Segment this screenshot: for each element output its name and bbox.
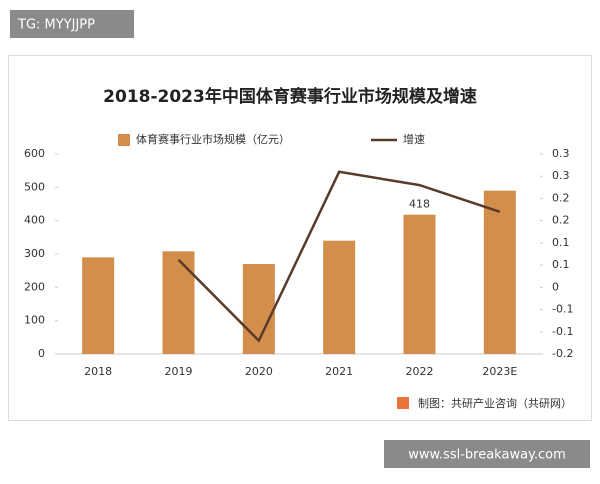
watermark-box: [384, 440, 590, 468]
y2-tick-label: 0: [552, 280, 559, 293]
y-tick-label: 200: [24, 280, 45, 293]
bar: [323, 240, 356, 354]
x-tick-label: 2019: [165, 365, 193, 378]
y-tick-label: 500: [24, 180, 45, 193]
watermark: www.ssl-breakaway.com: [408, 448, 566, 463]
y2-tick-label: -0.1: [552, 325, 573, 338]
line: [177, 170, 501, 343]
x-tick-label: 2020: [245, 365, 273, 378]
y2-tick-label: 0.1: [552, 258, 570, 271]
x-tick-label: 2018: [84, 365, 112, 378]
chart-title: 2018-2023年中国体育赛事行业市场规模及增速: [103, 86, 477, 107]
x-tick-label: 2023E: [482, 365, 517, 378]
y2-tick-label: 0.2: [552, 191, 570, 204]
tag-box: [10, 10, 134, 38]
y2-tick-label: 0.3: [552, 169, 570, 182]
bar: [162, 251, 195, 354]
y2-tick-label: 0.2: [552, 214, 570, 227]
bar: [483, 190, 516, 354]
bar: [82, 257, 115, 354]
bar: [403, 214, 436, 354]
y2-tick-label: 0.3: [552, 147, 570, 160]
data-label: 418: [409, 198, 430, 211]
tag: TG: MYYJJPP: [17, 18, 95, 33]
legend-swatch: [118, 134, 130, 146]
y-tick-label: 0: [38, 347, 45, 360]
y2-tick-label: -0.2: [552, 347, 573, 360]
y-tick-label: 300: [24, 247, 45, 260]
source-logo: [397, 397, 409, 409]
legend-label: 增速: [403, 132, 425, 146]
source: 制图：共研产业咨询（共研网）: [418, 396, 572, 410]
y2-tick-label: -0.1: [552, 303, 573, 316]
y-tick-label: 600: [24, 147, 45, 160]
x-tick-label: 2021: [325, 365, 353, 378]
legend-label: 体育赛事行业市场规模（亿元）: [136, 132, 290, 146]
y-tick-label: 400: [24, 214, 45, 227]
x-tick-label: 2022: [406, 365, 434, 378]
y2-tick-label: 0.1: [552, 236, 570, 249]
y-tick-label: 100: [24, 314, 45, 327]
